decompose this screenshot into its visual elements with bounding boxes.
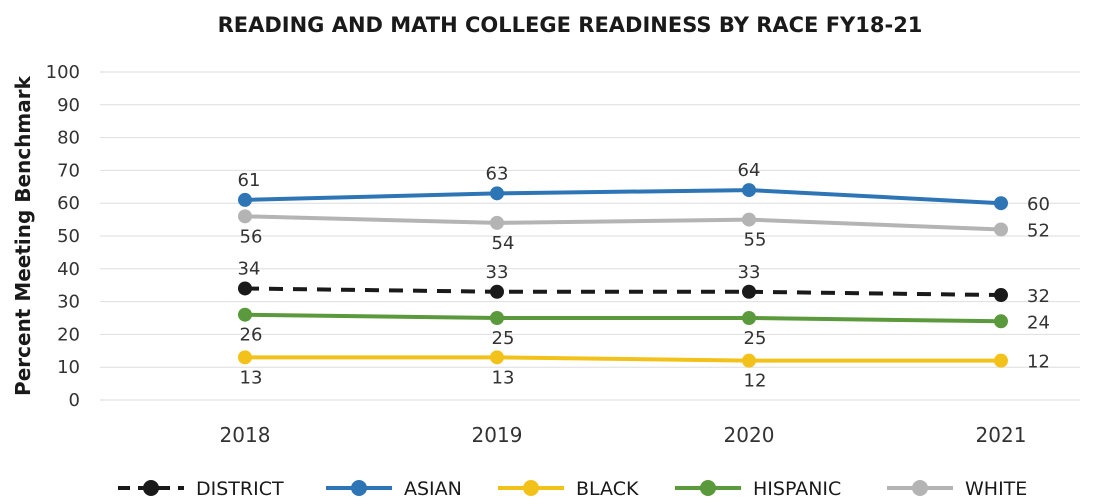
data-label-hispanic: 24	[1027, 312, 1050, 333]
data-label-white: 55	[744, 230, 767, 251]
data-point-white	[490, 215, 504, 230]
data-label-district: 33	[486, 262, 509, 283]
data-label-white: 54	[492, 233, 515, 254]
x-tick-label: 2018	[220, 423, 271, 447]
x-axis-ticks: 2018 2019 2020 2021	[220, 423, 1027, 447]
series-asian	[238, 183, 1008, 211]
legend-item-white: WHITE	[887, 478, 1027, 500]
legend-marker-hispanic	[700, 480, 716, 496]
data-label-district: 34	[238, 258, 261, 279]
data-label-asian: 64	[738, 160, 761, 181]
data-point-district	[490, 284, 504, 299]
y-tick-label: 0	[69, 390, 80, 411]
data-labels: 56 54 55 52 26 25 25 24 13 13 12 12 61 63 64 60 34 33 33 32	[238, 160, 1050, 392]
x-tick-label: 2021	[976, 423, 1027, 447]
data-point-white	[994, 222, 1008, 237]
data-point-black	[742, 353, 756, 368]
data-point-district	[742, 284, 756, 299]
data-label-asian: 63	[486, 163, 509, 184]
data-label-hispanic: 26	[240, 325, 263, 346]
legend-label-black: BLACK	[576, 478, 639, 500]
y-tick-label: 20	[57, 324, 80, 345]
y-tick-label: 90	[57, 95, 80, 116]
data-label-asian: 61	[238, 170, 261, 191]
series-district	[238, 281, 1008, 303]
data-label-white: 52	[1027, 220, 1050, 241]
series-lines	[238, 183, 1008, 368]
legend-label-white: WHITE	[965, 478, 1027, 500]
series-hispanic	[238, 307, 1008, 329]
legend-marker-white	[912, 480, 928, 496]
series-line-asian	[243, 188, 1003, 206]
legend: DISTRICT ASIAN BLACK HISPANIC WHITE	[118, 478, 1027, 500]
data-point-hispanic	[238, 307, 252, 322]
legend-marker-district	[143, 480, 159, 496]
legend-marker-black	[523, 480, 539, 496]
gridlines	[100, 71, 1080, 401]
data-label-district: 32	[1027, 286, 1050, 307]
data-point-district	[238, 281, 252, 296]
data-point-hispanic	[742, 311, 756, 325]
series-line-hispanic	[243, 312, 1003, 324]
data-label-white: 56	[240, 226, 263, 247]
data-label-hispanic: 25	[492, 328, 515, 349]
series-line-district	[244, 286, 1002, 298]
y-tick-label: 10	[57, 357, 80, 378]
legend-item-asian: ASIAN	[326, 478, 462, 500]
data-point-asian	[994, 196, 1008, 211]
y-axis-label: Percent Meeting Benchmark	[11, 75, 35, 396]
data-label-black: 12	[1027, 352, 1050, 373]
data-label-black: 13	[492, 367, 515, 388]
legend-item-district: DISTRICT	[118, 478, 284, 500]
x-tick-label: 2020	[724, 423, 775, 447]
series-white	[238, 209, 1008, 237]
data-point-black	[994, 353, 1008, 368]
data-point-hispanic	[994, 314, 1008, 329]
series-black	[238, 350, 1008, 368]
data-point-black	[238, 350, 252, 365]
data-point-black	[490, 350, 504, 365]
data-point-asian	[238, 192, 252, 207]
y-tick-label: 50	[57, 226, 80, 247]
data-label-asian: 60	[1027, 194, 1050, 215]
data-point-hispanic	[490, 311, 504, 325]
data-label-district: 33	[738, 262, 761, 283]
legend-marker-asian	[351, 480, 367, 496]
y-tick-label: 100	[46, 62, 80, 83]
legend-label-district: DISTRICT	[196, 478, 284, 500]
y-tick-label: 30	[57, 292, 80, 313]
data-label-hispanic: 25	[744, 328, 767, 349]
legend-item-hispanic: HISPANIC	[675, 478, 841, 500]
y-tick-label: 40	[57, 259, 80, 280]
data-point-asian	[490, 186, 504, 201]
x-tick-label: 2019	[472, 423, 523, 447]
legend-item-black: BLACK	[498, 478, 639, 500]
y-axis-ticks: 0 10 20 30 40 50 60 70 80 90 100	[46, 62, 80, 411]
y-tick-label: 70	[57, 160, 80, 181]
y-tick-label: 80	[57, 128, 80, 149]
y-tick-label: 60	[57, 193, 80, 214]
series-line-white	[243, 214, 1003, 232]
legend-label-hispanic: HISPANIC	[753, 478, 841, 500]
data-label-black: 12	[744, 371, 767, 392]
data-point-district	[994, 288, 1008, 303]
data-point-white	[742, 212, 756, 227]
data-label-black: 13	[240, 367, 263, 388]
data-point-white	[238, 209, 252, 224]
data-point-asian	[742, 183, 756, 198]
legend-label-asian: ASIAN	[404, 478, 462, 500]
chart-title: READING AND MATH COLLEGE READINESS BY RA…	[218, 13, 923, 37]
series-line-black	[243, 355, 1003, 363]
